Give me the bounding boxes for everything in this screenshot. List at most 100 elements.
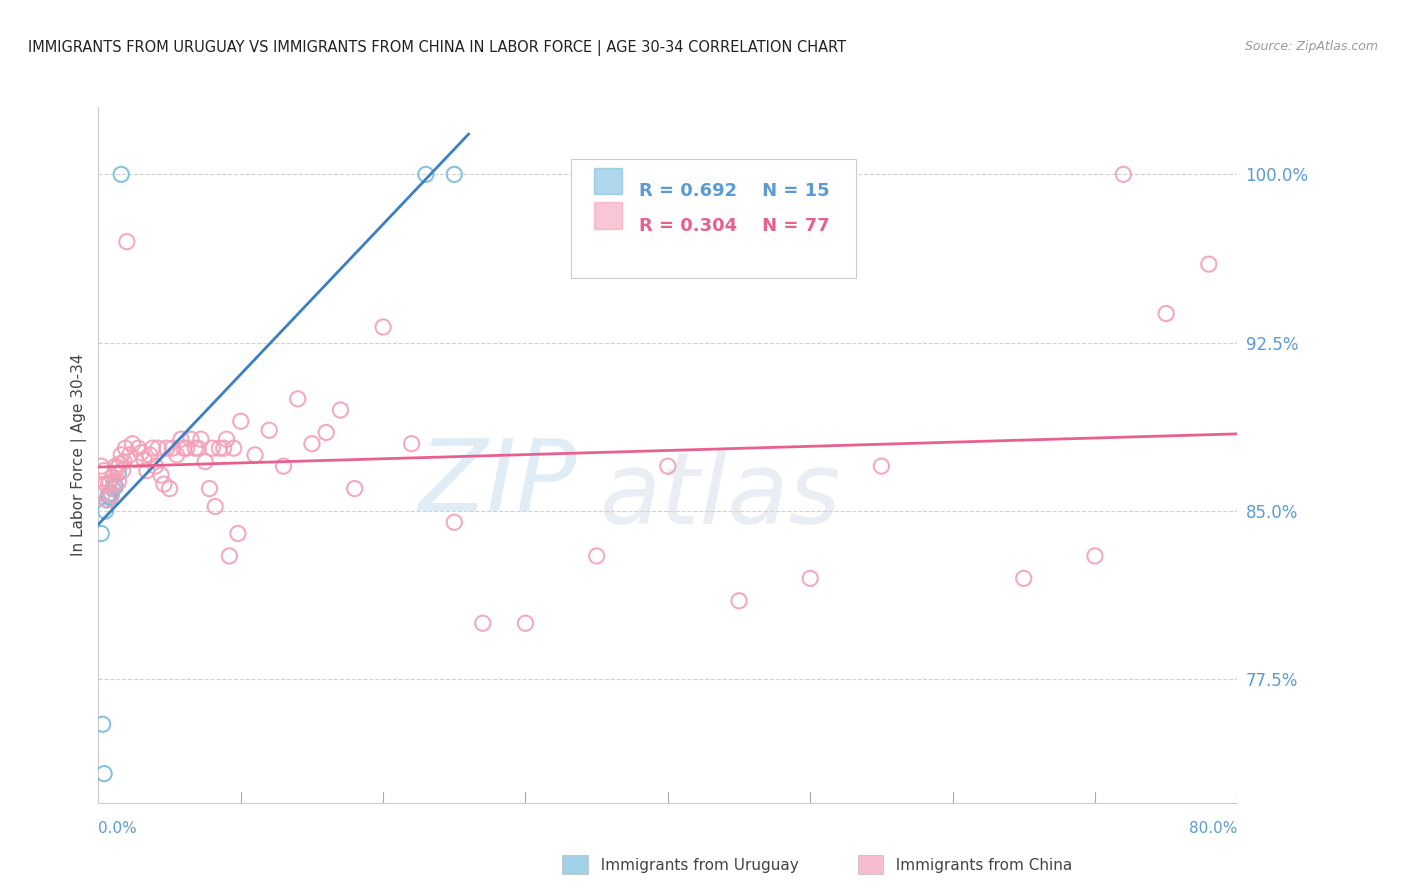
Text: 80.0%: 80.0% <box>1189 821 1237 836</box>
Point <box>1012 571 1035 585</box>
Point <box>90 526 112 541</box>
Point <box>222 441 245 455</box>
Point <box>93 766 115 780</box>
Point <box>229 414 252 428</box>
Point <box>150 468 173 483</box>
Point <box>373 320 395 334</box>
Point <box>170 432 193 446</box>
Point <box>121 436 143 450</box>
Point <box>401 436 423 450</box>
Point <box>204 500 226 514</box>
Point <box>94 504 117 518</box>
Point <box>515 616 537 631</box>
Point <box>180 432 202 446</box>
Point <box>101 470 124 484</box>
Point <box>162 441 184 455</box>
Point <box>343 482 366 496</box>
Point <box>132 452 155 467</box>
Point <box>870 459 893 474</box>
Point <box>115 235 138 249</box>
Text: R = 0.692    N = 15: R = 0.692 N = 15 <box>640 182 830 200</box>
Point <box>129 445 152 459</box>
Point <box>184 441 207 455</box>
Point <box>287 392 309 406</box>
Point <box>97 477 120 491</box>
Point <box>156 441 179 455</box>
Point <box>135 464 157 478</box>
Point <box>103 477 125 491</box>
Point <box>243 448 266 462</box>
Text: R = 0.304    N = 77: R = 0.304 N = 77 <box>640 217 830 235</box>
Point <box>1154 306 1177 320</box>
Point <box>107 466 129 480</box>
FancyBboxPatch shape <box>593 202 623 228</box>
Point <box>145 459 167 474</box>
Text: atlas: atlas <box>599 448 841 545</box>
Point <box>194 455 217 469</box>
Point <box>187 441 209 455</box>
Point <box>98 491 121 505</box>
Point <box>97 488 120 502</box>
Point <box>90 459 112 474</box>
Point <box>105 461 128 475</box>
Point <box>315 425 337 440</box>
Point <box>104 459 127 474</box>
Point <box>728 594 751 608</box>
Point <box>110 448 132 462</box>
Point <box>91 717 114 731</box>
Point <box>159 482 181 496</box>
Point <box>91 486 114 500</box>
Point <box>329 403 352 417</box>
Point <box>110 167 132 181</box>
Point <box>799 571 821 585</box>
Point <box>138 448 160 462</box>
Point <box>127 441 149 455</box>
Point <box>93 464 115 478</box>
Point <box>471 616 494 631</box>
Point <box>198 482 221 496</box>
Point <box>114 441 136 455</box>
Point <box>96 492 118 507</box>
Point <box>443 167 465 181</box>
Point <box>1112 167 1135 181</box>
Point <box>173 441 195 455</box>
Point <box>107 475 129 489</box>
Point <box>98 475 121 489</box>
Point <box>111 464 134 478</box>
Point <box>208 441 231 455</box>
Point <box>443 515 465 529</box>
Point <box>100 486 122 500</box>
Point <box>153 477 176 491</box>
Point <box>94 477 117 491</box>
Point <box>166 448 188 462</box>
Point <box>273 459 295 474</box>
Point <box>585 549 607 563</box>
Point <box>226 526 249 541</box>
Point <box>118 448 141 462</box>
FancyBboxPatch shape <box>571 159 856 277</box>
Point <box>190 432 212 446</box>
Text: ZIP: ZIP <box>419 434 576 532</box>
Point <box>103 477 125 491</box>
Text: IMMIGRANTS FROM URUGUAY VS IMMIGRANTS FROM CHINA IN LABOR FORCE | AGE 30-34 CORR: IMMIGRANTS FROM URUGUAY VS IMMIGRANTS FR… <box>28 40 846 56</box>
Text: Source: ZipAtlas.com: Source: ZipAtlas.com <box>1244 40 1378 54</box>
Point <box>96 492 118 507</box>
Point <box>212 441 235 455</box>
Text: 0.0%: 0.0% <box>98 821 138 836</box>
Point <box>218 549 240 563</box>
Point <box>100 488 122 502</box>
FancyBboxPatch shape <box>593 168 623 194</box>
Point <box>176 441 198 455</box>
Point <box>124 452 146 467</box>
Y-axis label: In Labor Force | Age 30-34: In Labor Force | Age 30-34 <box>72 353 87 557</box>
Point <box>108 457 131 471</box>
Point <box>1198 257 1220 271</box>
Point <box>415 167 437 181</box>
Point <box>201 441 224 455</box>
Point <box>1084 549 1107 563</box>
Text: Immigrants from China: Immigrants from China <box>886 858 1071 872</box>
Point <box>301 436 323 450</box>
Point <box>104 479 127 493</box>
Point <box>148 441 170 455</box>
Point <box>259 423 281 437</box>
